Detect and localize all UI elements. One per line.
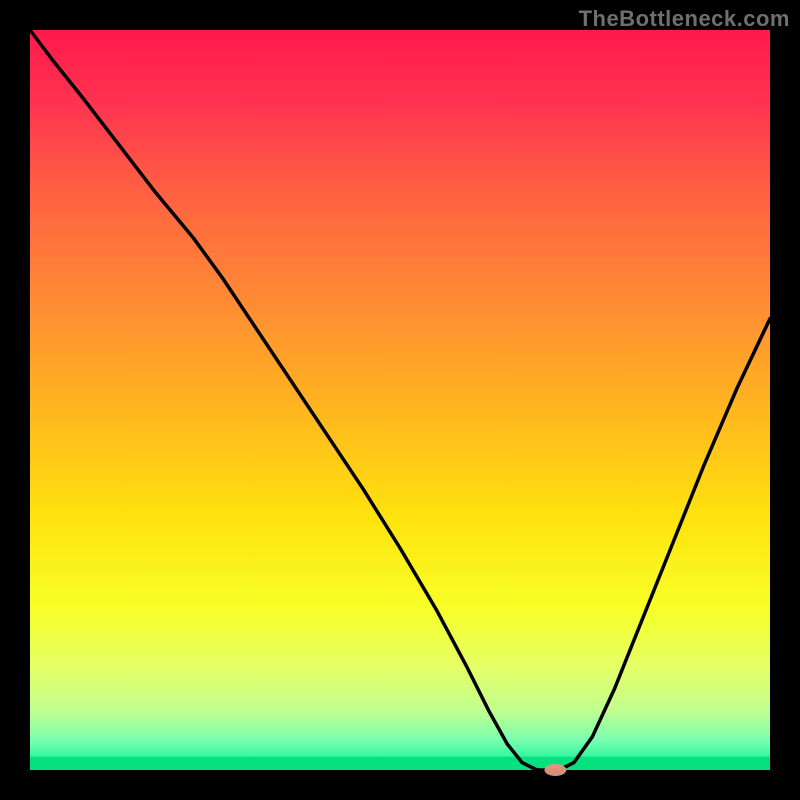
optimal-point-marker: [544, 764, 566, 776]
chart-frame: TheBottleneck.com: [0, 0, 800, 800]
watermark-text: TheBottleneck.com: [579, 6, 790, 32]
plot-area: [30, 30, 770, 770]
bottleneck-curve-chart: [0, 0, 800, 800]
bottom-green-band: [30, 757, 770, 770]
